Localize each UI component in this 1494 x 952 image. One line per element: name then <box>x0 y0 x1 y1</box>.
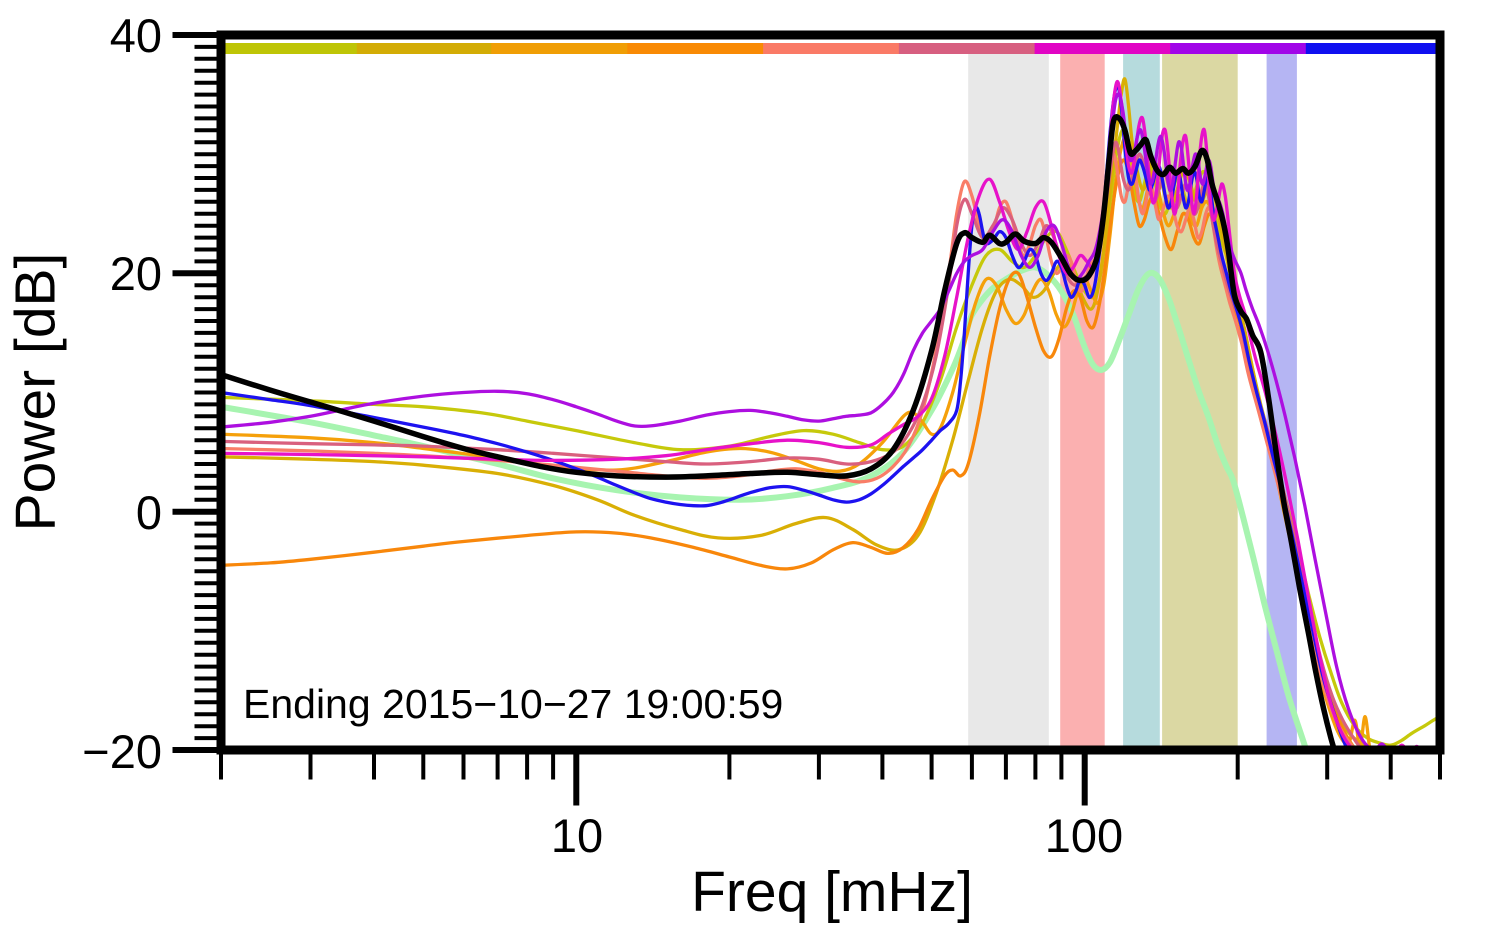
xtick-label-100: 100 <box>1044 809 1124 862</box>
x-axis-title: Freq [mHz] <box>691 860 973 924</box>
xtick-label-10: 10 <box>550 809 604 862</box>
colorbar-seg-golden <box>356 43 492 54</box>
ytick-label-40: 40 <box>109 9 162 62</box>
colorbar-seg-orange <box>491 43 628 54</box>
series-golden <box>225 77 1366 746</box>
series-magenta <box>225 79 1419 746</box>
plot-frame <box>216 30 1445 755</box>
colorbar-seg-rose <box>898 43 1036 54</box>
series-pale-green <box>225 264 1308 746</box>
axis-ticks <box>172 32 1442 806</box>
series-mean-black <box>225 114 1336 746</box>
spectra-curves <box>225 77 1436 746</box>
colorbar-seg-yellow-green <box>221 43 358 54</box>
series-yellow-green <box>225 128 1436 746</box>
colorbar-seg-blue <box>1305 43 1441 54</box>
colorbar-seg-dark-orange <box>627 43 764 54</box>
ytick-label-m20: −20 <box>82 725 162 778</box>
hour-colorbar <box>221 43 1441 54</box>
y-axis-title: Power [dB] <box>3 252 68 532</box>
ending-timestamp: Ending 2015−10−27 19:00:59 <box>243 681 784 727</box>
colorbar-seg-salmon <box>763 43 900 54</box>
band-gray <box>968 54 1049 746</box>
ytick-label-0: 0 <box>135 486 162 539</box>
colorbar-seg-magenta <box>1034 43 1171 54</box>
colorbar-seg-purple <box>1170 43 1307 54</box>
band-pink <box>1060 54 1105 746</box>
ytick-label-20: 20 <box>109 247 162 300</box>
